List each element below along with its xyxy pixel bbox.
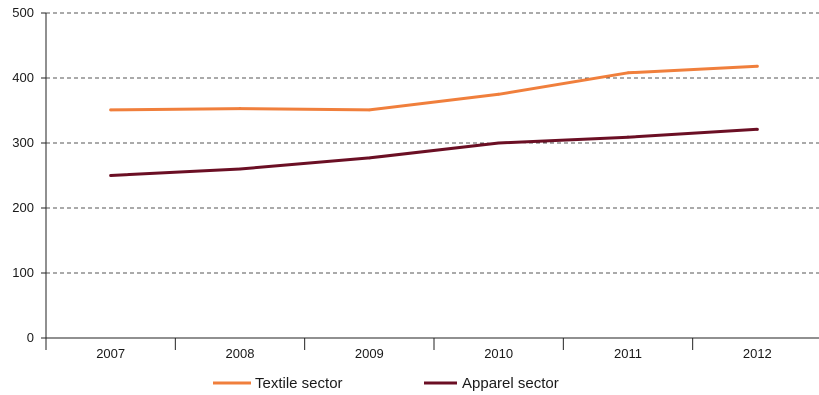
series-line-textile: [110, 64, 758, 112]
data-point: [755, 64, 759, 68]
data-point: [367, 108, 371, 112]
data-point: [367, 156, 371, 160]
data-point: [755, 127, 759, 131]
legend-label: Apparel sector: [462, 375, 559, 392]
data-point: [497, 92, 501, 96]
series-line-apparel: [110, 127, 758, 177]
y-tick-label: 200: [12, 200, 34, 215]
x-tick-label: 2011: [614, 346, 642, 361]
x-tick-label: 2008: [226, 346, 255, 361]
y-tick-label: 300: [12, 135, 34, 150]
x-tick-label: 2007: [96, 346, 125, 361]
data-point: [626, 71, 630, 75]
x-tick-label: 2012: [743, 346, 772, 361]
x-tick-label: 2010: [484, 346, 513, 361]
data-point: [626, 135, 630, 139]
data-point: [497, 141, 501, 145]
x-tick-label: 2009: [355, 346, 384, 361]
axes: [45, 13, 819, 339]
series-lines: [109, 64, 759, 177]
data-point: [109, 174, 113, 177]
x-ticks: 2007 2008 2009 2010 2011 2012: [45, 338, 772, 361]
data-point: [109, 108, 113, 112]
y-tick-labels: 0 100 200 300 400 500: [12, 5, 46, 345]
data-point: [238, 107, 242, 111]
y-tick-label: 100: [12, 265, 34, 280]
gridlines: [46, 12, 819, 274]
y-tick-label: 400: [12, 70, 34, 85]
y-tick-label: 0: [27, 330, 34, 345]
y-tick-label: 500: [12, 5, 34, 20]
legend-label: Textile sector: [255, 375, 343, 392]
data-point: [238, 167, 242, 171]
legend: Textile sector Apparel sector: [213, 375, 559, 392]
